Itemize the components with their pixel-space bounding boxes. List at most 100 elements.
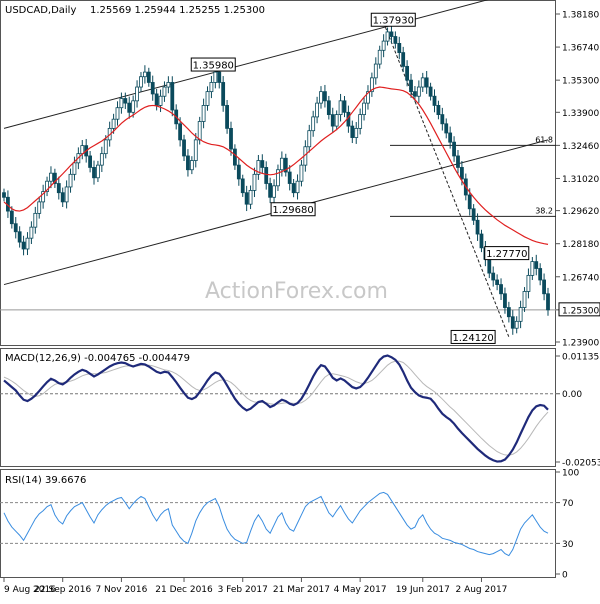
candle-42 [166,76,171,94]
candle-body-76 [299,164,304,182]
candle-body-33 [131,100,136,113]
candle-107 [420,72,425,93]
candle-20 [80,140,85,160]
candle-112 [440,107,445,131]
candle-body-116 [456,155,460,168]
candle-body-37 [146,71,151,83]
candle-body-59 [233,148,237,166]
candle-98 [385,27,390,46]
annotation-box-2 [270,202,316,217]
candle-body-41 [162,86,167,97]
candle-body-121 [475,219,480,235]
candle-body-107 [420,77,425,88]
candle-0 [2,188,6,202]
candle-body-87 [342,100,347,113]
candle-body-6 [25,237,30,250]
price-panel-frame [0,0,556,346]
candle-body-36 [142,71,147,78]
candle-body-51 [201,105,206,122]
candle-body-5 [21,241,26,250]
candle-body-135 [530,261,535,276]
xtick-label-0: 9 Aug 2016 [4,585,56,595]
candle-83 [326,95,331,120]
candle-86 [338,93,343,122]
price-ytick-label-6: 1.29620 [562,207,599,217]
candle-body-20 [80,145,85,155]
candle-41 [162,81,167,102]
xtick-label-6: 4 May 2017 [334,585,387,595]
candle-73 [287,165,292,191]
annotation-box-4 [450,329,496,344]
candle-4 [17,226,22,248]
candle-9 [37,196,42,219]
candle-132 [518,300,523,329]
candle-127 [499,278,503,301]
candle-75 [295,174,300,200]
candle-8 [33,206,38,234]
annotation-label-4: 1.24120 [452,333,493,344]
candle-body-86 [338,100,343,116]
candle-body-102 [401,52,406,67]
candle-body-84 [330,114,335,127]
candle-body-50 [197,121,202,141]
annotation-label-2: 1.29680 [272,205,313,216]
candle-body-130 [510,316,515,329]
candle-25 [99,146,104,173]
candle-85 [334,110,339,131]
candle-body-58 [229,127,233,150]
candle-body-101 [397,43,402,53]
candle-body-12 [49,172,53,182]
candle-body-94 [369,77,374,93]
fib-label-1: 38.2 [535,206,553,215]
candle-92 [362,97,366,121]
candle-138 [542,273,546,301]
candle-body-46 [182,139,186,157]
candle-body-80 [315,102,319,118]
candle-body-34 [135,86,139,102]
candle-14 [56,176,61,200]
candle-99 [389,25,394,44]
candle-114 [448,126,453,149]
candle-body-31 [123,98,128,104]
candle-46 [182,134,186,162]
candle-62 [244,185,249,212]
candle-body-17 [68,173,73,188]
xtick-label-4: 3 Feb 2017 [218,585,268,595]
candle-body-18 [72,162,77,175]
candle-body-139 [546,293,550,311]
candle-2 [9,206,14,229]
candle-body-26 [103,139,108,155]
rsi-ytick-label-3: 0 [562,571,568,581]
candle-3 [13,217,18,239]
candle-37 [146,67,151,87]
candle-23 [92,160,96,185]
candle-67 [264,161,269,190]
candle-body-104 [409,79,413,93]
candle-52 [205,86,210,111]
annotation-box-1 [370,12,416,27]
candle-body-68 [268,183,273,198]
candle-body-115 [452,141,456,157]
candle-97 [381,34,386,58]
price-ytick-label-7: 1.28180 [562,240,599,250]
candle-48 [189,156,194,175]
candle-17 [68,168,73,193]
candle-70 [276,164,280,191]
candle-body-70 [276,169,280,187]
candle-74 [291,179,296,198]
macd-title: MACD(12,26,9) -0.004765 -0.004479 [5,353,190,364]
candle-body-137 [538,268,543,281]
candle-body-11 [45,180,49,192]
candle-body-47 [186,155,190,171]
candle-35 [139,72,143,92]
candle-body-23 [92,167,96,179]
candle-body-90 [354,127,359,138]
moving-average-line [3,86,549,245]
candle-body-42 [166,82,171,88]
candle-body-96 [377,49,382,65]
candle-113 [444,118,449,139]
candle-body-28 [111,118,116,129]
candle-body-57 [225,105,229,129]
rsi-panel-frame [0,469,556,578]
